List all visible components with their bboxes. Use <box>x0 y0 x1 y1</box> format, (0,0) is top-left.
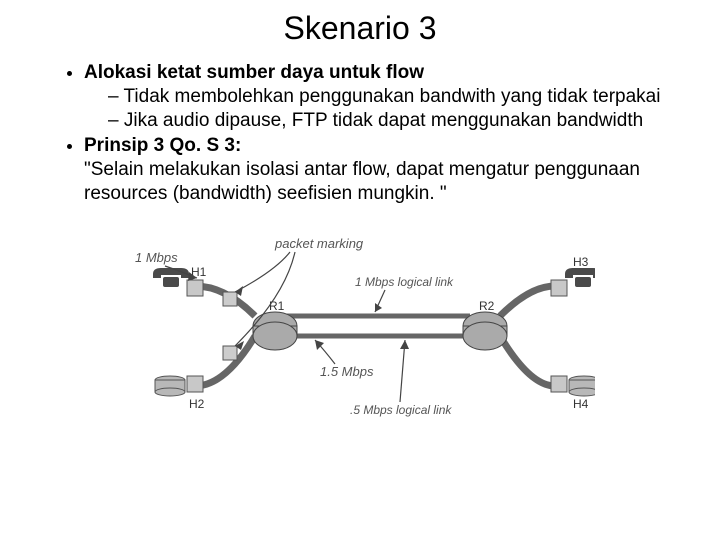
bullet-2-quote: "Selain melakukan isolasi antar flow, da… <box>84 159 640 204</box>
label-h3: H3 <box>573 255 589 269</box>
label-packet-marking: packet marking <box>274 236 364 251</box>
label-h2: H2 <box>189 397 205 411</box>
disk-icon <box>569 376 595 396</box>
label-1mbps: 1 Mbps <box>135 250 178 265</box>
label-logical-1: 1 Mbps logical link <box>355 275 454 289</box>
bullet-list: Alokasi ketat sumber daya untuk flow Tid… <box>40 61 680 206</box>
label-r2: R2 <box>479 299 495 313</box>
label-1.5mbps: 1.5 Mbps <box>320 364 374 379</box>
phone-icon <box>565 268 595 287</box>
slide-title: Skenario 3 <box>40 10 680 47</box>
network-diagram: H1 H2 R1 R2 H3 H4 packet marking 1 Mbps … <box>125 226 595 426</box>
label-h4: H4 <box>573 397 589 411</box>
bullet-1b: Jika audio dipause, FTP tidak dapat meng… <box>108 109 680 133</box>
disk-icon <box>155 376 185 396</box>
phone-icon <box>153 268 189 287</box>
label-logical-2: .5 Mbps logical link <box>350 403 452 417</box>
bullet-1a: Tidak membolehkan penggunakan bandwith y… <box>108 85 680 109</box>
bullet-2: Prinsip 3 Qo. S 3: <box>84 135 241 156</box>
label-r1: R1 <box>269 299 285 313</box>
bullet-1: Alokasi ketat sumber daya untuk flow <box>84 62 424 83</box>
